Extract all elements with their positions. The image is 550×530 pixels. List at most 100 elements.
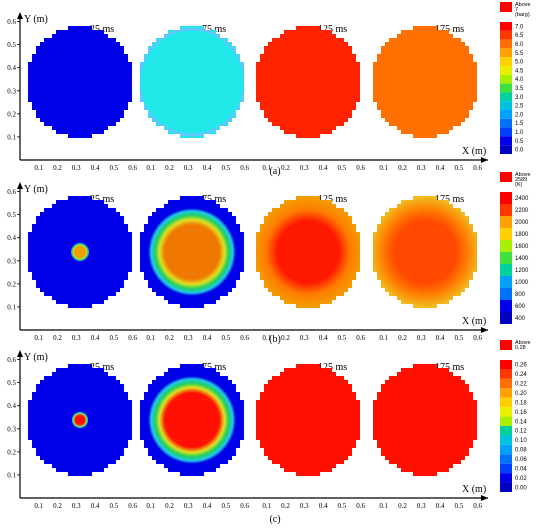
- y-axis-arrow: [17, 12, 23, 19]
- colorbar-level-label: 0.24: [515, 372, 527, 378]
- y-tick-label: 0.2: [7, 448, 16, 456]
- y-tick-label: 0.3: [7, 425, 16, 433]
- colorbar-level-label: 0.18: [515, 400, 527, 406]
- colorbar-swatch: [500, 473, 512, 483]
- x-tick-label: 0.1: [262, 164, 271, 172]
- x-tick-label: 0.5: [221, 164, 230, 172]
- x-axis-label: X (m): [462, 484, 486, 495]
- x-tick-label: 0.2: [53, 164, 62, 172]
- colorbar-swatch: [500, 240, 512, 252]
- y-tick-label: 0.1: [7, 133, 16, 141]
- x-tick-label: 0.2: [165, 502, 174, 510]
- contour-corner: [347, 459, 356, 468]
- colorbar-swatch: [500, 145, 512, 154]
- contour-frame-75ms: [140, 26, 244, 138]
- time-label: 25 ms: [90, 24, 114, 35]
- colorbar-swatch: [500, 66, 512, 75]
- contour-fill: [373, 26, 477, 138]
- contour-corner: [377, 121, 386, 130]
- x-tick-label: 0.5: [109, 334, 118, 342]
- x-tick-label: 0.1: [34, 334, 43, 342]
- colorbar-level-label: 0.26: [515, 363, 527, 369]
- x-tick-label: 0.5: [337, 334, 346, 342]
- contour-corner: [464, 291, 473, 300]
- x-tick-label: 0.5: [454, 502, 463, 510]
- contour-fill: [256, 364, 360, 476]
- x-tick-label: 0.3: [72, 164, 81, 172]
- colorbar-swatch: [500, 30, 512, 40]
- y-tick-label: 0.5: [7, 41, 16, 49]
- x-tick-label: 0.1: [146, 502, 155, 510]
- colorbar-swatch: [500, 369, 512, 379]
- subfigure-label: (c): [269, 514, 280, 525]
- y-tick-label: 0.4: [7, 234, 16, 242]
- contour-corner: [377, 291, 386, 300]
- x-tick-label: 0.4: [436, 502, 445, 510]
- x-tick-label: 0.5: [221, 502, 230, 510]
- colorbar-level-label: 1800: [515, 232, 529, 238]
- x-tick-label: 0.6: [356, 334, 365, 342]
- colorbar-swatch: [500, 101, 512, 110]
- colorbar-level-label: 7.0: [515, 24, 524, 30]
- colorbar-level-label: 4.0: [515, 77, 524, 83]
- y-tick-label: 0.4: [7, 402, 16, 410]
- colorbar-swatch: [500, 228, 512, 240]
- colorbar-above-swatch: [500, 172, 512, 182]
- x-tick-label: 0.5: [337, 502, 346, 510]
- colorbar-level-label: 5.0: [515, 60, 524, 66]
- colorbar-level-label: 0.04: [515, 466, 527, 472]
- colorbar-swatch: [500, 216, 512, 228]
- colorbar-swatch: [500, 288, 512, 300]
- time-label: 125 ms: [318, 24, 347, 35]
- contour-hot-zone: [140, 367, 244, 473]
- contour-ring: [140, 27, 244, 137]
- colorbar-swatch: [500, 74, 512, 84]
- colorbar-above-swatch: [500, 340, 512, 350]
- colorbar-swatch: [500, 192, 512, 204]
- contour-hot-zone: [140, 199, 244, 305]
- colorbar-swatch: [500, 276, 512, 288]
- y-tick-label: 0.4: [7, 64, 16, 72]
- x-tick-label: 0.5: [454, 334, 463, 342]
- x-tick-label: 0.5: [109, 502, 118, 510]
- x-axis-arrow: [481, 327, 488, 333]
- contour-frame-125ms: [256, 26, 360, 138]
- x-tick-label: 0.4: [203, 164, 212, 172]
- x-tick-label: 0.6: [240, 164, 249, 172]
- colorbar-swatch: [500, 204, 512, 216]
- colorbar-swatch: [500, 397, 512, 408]
- y-tick-label: 0.1: [7, 303, 16, 311]
- y-axis-label: Y (m): [24, 184, 48, 195]
- time-label: 175 ms: [435, 362, 464, 373]
- colorbar-swatch: [500, 312, 512, 324]
- contour-corner: [377, 372, 386, 381]
- x-axis-arrow: [481, 495, 488, 501]
- x-tick-label: 0.1: [379, 334, 388, 342]
- colorbar-level-label: 0.08: [515, 448, 527, 454]
- colorbar-level-label: 600: [515, 304, 526, 310]
- colorbar-swatch: [500, 444, 512, 455]
- contour-corner: [377, 459, 386, 468]
- subfigure-label: (a): [269, 166, 280, 177]
- colorbar-level-label: 0.10: [515, 438, 527, 444]
- contour-corner: [464, 459, 473, 468]
- x-tick-label: 0.6: [473, 164, 482, 172]
- colorbar-level-label: 0.02: [515, 476, 527, 482]
- colorbar-level-label: 6.0: [515, 42, 524, 48]
- y-tick-label: 0.3: [7, 87, 16, 95]
- contour-fill: [373, 364, 477, 476]
- colorbar-level-label: 0.16: [515, 410, 527, 416]
- y-axis-arrow: [17, 182, 23, 189]
- colorbar-level-label: 0.0: [515, 148, 524, 154]
- x-tick-label: 0.3: [72, 334, 81, 342]
- contour-corner: [260, 34, 269, 43]
- colorbar-swatch: [500, 454, 512, 464]
- x-tick-label: 0.4: [319, 164, 328, 172]
- panel-2: Y (m) X (m) 0.1 0.2 0.3 0.4 0.5 0.6 25 ms 0.1 0.2 0…: [7, 350, 488, 525]
- colorbar-level-label: 1600: [515, 244, 529, 250]
- x-tick-label: 0.4: [436, 164, 445, 172]
- x-tick-label: 0.4: [436, 334, 445, 342]
- colorbar-level-label: 4.5: [515, 68, 524, 74]
